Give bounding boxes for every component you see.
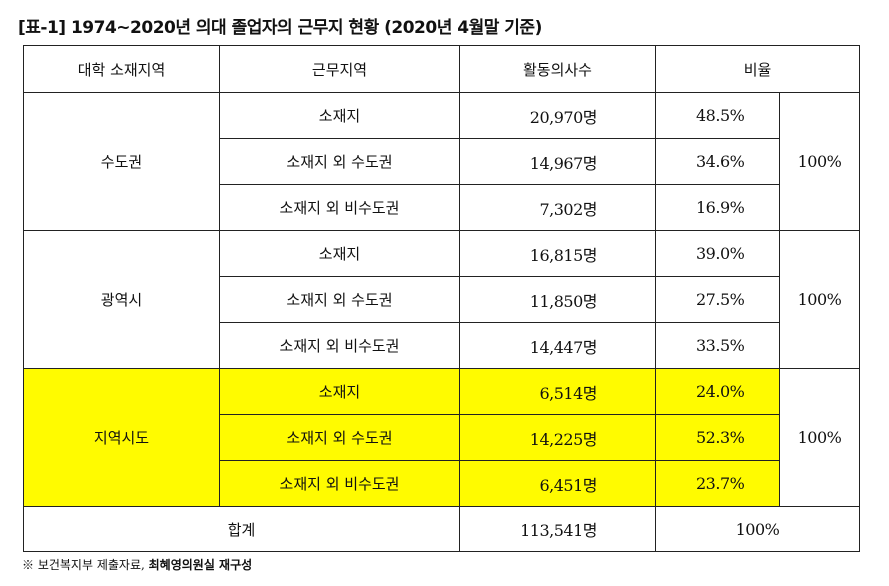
table-title: [표-1] 1974~2020년 의대 졸업자의 근무지 현황 (2020년 4… <box>18 18 542 38</box>
doctor-count-cell-highlighted: 6,451명 <box>459 460 656 507</box>
ratio-cell: 39.0% <box>655 230 780 277</box>
footnote-source: ※ 보건복지부 제출자료, <box>22 558 145 572</box>
workplace-cell-highlighted: 소재지 외 수도권 <box>219 414 460 461</box>
workplace-cell: 소재지 외 비수도권 <box>219 322 460 369</box>
ratio-cell-highlighted: 23.7% <box>655 460 780 507</box>
region-cell: 수도권 <box>23 92 220 231</box>
doctor-count-cell: 14,447명 <box>459 322 656 369</box>
header-workplace: 근무지역 <box>219 45 460 93</box>
doctor-count-cell: 7,302명 <box>459 184 656 231</box>
table-row: 소재지 외 비수도권 7,302명 16.9% <box>24 184 860 231</box>
ratio-cell: 48.5% <box>655 92 780 139</box>
table-row: 소재지 외 수도권 11,850명 27.5% <box>24 276 860 323</box>
region-cell-highlighted: 지역시도 <box>23 368 220 507</box>
ratio-cell: 16.9% <box>655 184 780 231</box>
region-cell: 광역시 <box>23 230 220 369</box>
doctor-count-cell: 14,967명 <box>459 138 656 185</box>
workplace-cell: 소재지 외 수도권 <box>219 138 460 185</box>
group-total-ratio-cell: 100% <box>779 230 860 369</box>
ratio-cell: 34.6% <box>655 138 780 185</box>
total-row: 합계 113,541명 100% <box>23 506 860 552</box>
table-row: 수도권 소재지 20,970명 48.5% 100% <box>23 92 860 231</box>
doctor-count-cell: 20,970명 <box>459 92 656 139</box>
header-doctors: 활동의사수 <box>459 45 656 93</box>
ratio-cell-highlighted: 24.0% <box>655 368 780 415</box>
footnote-author: 최혜영의원실 재구성 <box>148 558 253 572</box>
header-row: 대학 소재지역 근무지역 활동의사수 비율 <box>23 45 860 93</box>
table-row: 소재지 외 수도권 14,225명 52.3% <box>24 414 860 461</box>
group-total-ratio-cell: 100% <box>779 92 860 231</box>
table-row: 소재지 외 수도권 14,967명 34.6% <box>24 138 860 185</box>
ratio-cell-highlighted: 52.3% <box>655 414 780 461</box>
workplace-cell: 소재지 <box>219 92 460 139</box>
graduate-workplace-table: 대학 소재지역 근무지역 활동의사수 비율 수도권 소재지 20,970명 48… <box>23 45 860 552</box>
workplace-cell: 소재지 외 비수도권 <box>219 184 460 231</box>
table-row: 지역시도 소재지 6,514명 24.0% 100% <box>23 368 860 507</box>
ratio-cell: 27.5% <box>655 276 780 323</box>
source-footnote: ※ 보건복지부 제출자료, 최혜영의원실 재구성 <box>22 556 252 573</box>
workplace-cell-highlighted: 소재지 <box>219 368 460 415</box>
total-ratio: 100% <box>655 506 860 552</box>
table-row: 광역시 소재지 16,815명 39.0% 100% <box>23 230 860 369</box>
workplace-cell: 소재지 외 수도권 <box>219 276 460 323</box>
table-row: 소재지 외 비수도권 6,451명 23.7% <box>24 460 860 507</box>
header-ratio: 비율 <box>655 45 860 93</box>
table-row: 소재지 외 비수도권 14,447명 33.5% <box>24 322 860 369</box>
workplace-cell-highlighted: 소재지 외 비수도권 <box>219 460 460 507</box>
header-region: 대학 소재지역 <box>23 45 220 93</box>
total-label: 합계 <box>23 506 460 552</box>
ratio-cell: 33.5% <box>655 322 780 369</box>
doctor-count-cell: 11,850명 <box>459 276 656 323</box>
doctor-count-cell: 16,815명 <box>459 230 656 277</box>
doctor-count-cell-highlighted: 14,225명 <box>459 414 656 461</box>
doctor-count-cell-highlighted: 6,514명 <box>459 368 656 415</box>
workplace-cell: 소재지 <box>219 230 460 277</box>
group-total-ratio-cell: 100% <box>779 368 860 507</box>
total-count: 113,541명 <box>459 506 656 552</box>
